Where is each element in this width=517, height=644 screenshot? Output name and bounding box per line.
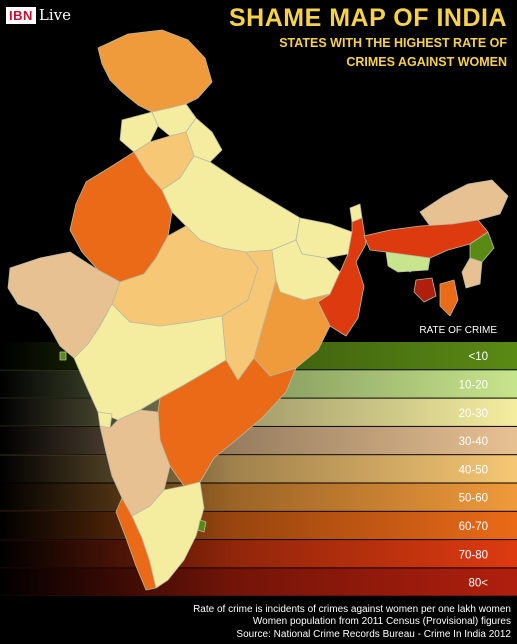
legend-label: 50-60 [459, 493, 488, 505]
legend-label: 60-70 [459, 521, 488, 533]
legend-title: RATE OF CRIME [419, 325, 497, 336]
subtitle-line-1: STATES WITH THE HIGHEST RATE OF [279, 36, 507, 50]
footnote: Rate of crime is incidents of crimes aga… [131, 604, 511, 642]
footnote-population: Women population from 2011 Census (Provi… [252, 616, 511, 627]
state-bihar [295, 217, 353, 259]
legend-bar-fade [0, 540, 517, 568]
legend-label: 70-80 [459, 549, 488, 561]
logo-suffix: Live [38, 6, 71, 24]
page-subtitle: STATES WITH THE HIGHEST RATE OF CRIMES A… [247, 34, 507, 72]
legend-bar-fade [0, 483, 517, 511]
footnote-source: Source: National Crime Records Bureau - … [236, 628, 511, 640]
state-meghalaya [385, 251, 431, 273]
legend-bar-fade [0, 568, 517, 596]
state-jammu-kashmir [97, 29, 213, 113]
subtitle-line-2: CRIMES AGAINST WOMEN [346, 55, 507, 69]
legend-label: 40-50 [459, 464, 488, 476]
footnote-definition: Rate of crime is incidents of crimes aga… [193, 603, 511, 615]
state-daman-diu [59, 351, 67, 361]
state-manipur [461, 257, 483, 289]
state-karnataka [99, 409, 171, 517]
legend-label: 80< [468, 578, 488, 590]
state-tripura [413, 277, 437, 303]
page-title: SHAME MAP OF INDIA [229, 4, 507, 32]
legend-label: 10-20 [459, 379, 488, 391]
state-nagaland [469, 231, 495, 263]
ibn-live-logo: IBN Live [6, 6, 71, 24]
legend-label: 30-40 [459, 436, 488, 448]
logo-brand: IBN [6, 6, 36, 24]
state-goa [97, 411, 113, 429]
state-arunachal-pradesh [419, 179, 509, 227]
state-west-bengal [317, 217, 367, 337]
legend-bar-fade [0, 511, 517, 540]
state-odisha [253, 279, 331, 377]
state-puducherry [197, 519, 207, 533]
legend-bar-fade [0, 426, 517, 455]
legend-label: 20-30 [459, 408, 488, 420]
state-mizoram [439, 279, 459, 317]
state-tamil-nadu [131, 481, 205, 589]
legend-bar-fade [0, 455, 517, 483]
legend-label: <10 [468, 351, 488, 363]
india-map [7, 29, 509, 591]
legend-labels: <10 10-20 20-30 30-40 40-50 50-60 60-70 70-80 80… [459, 351, 489, 589]
